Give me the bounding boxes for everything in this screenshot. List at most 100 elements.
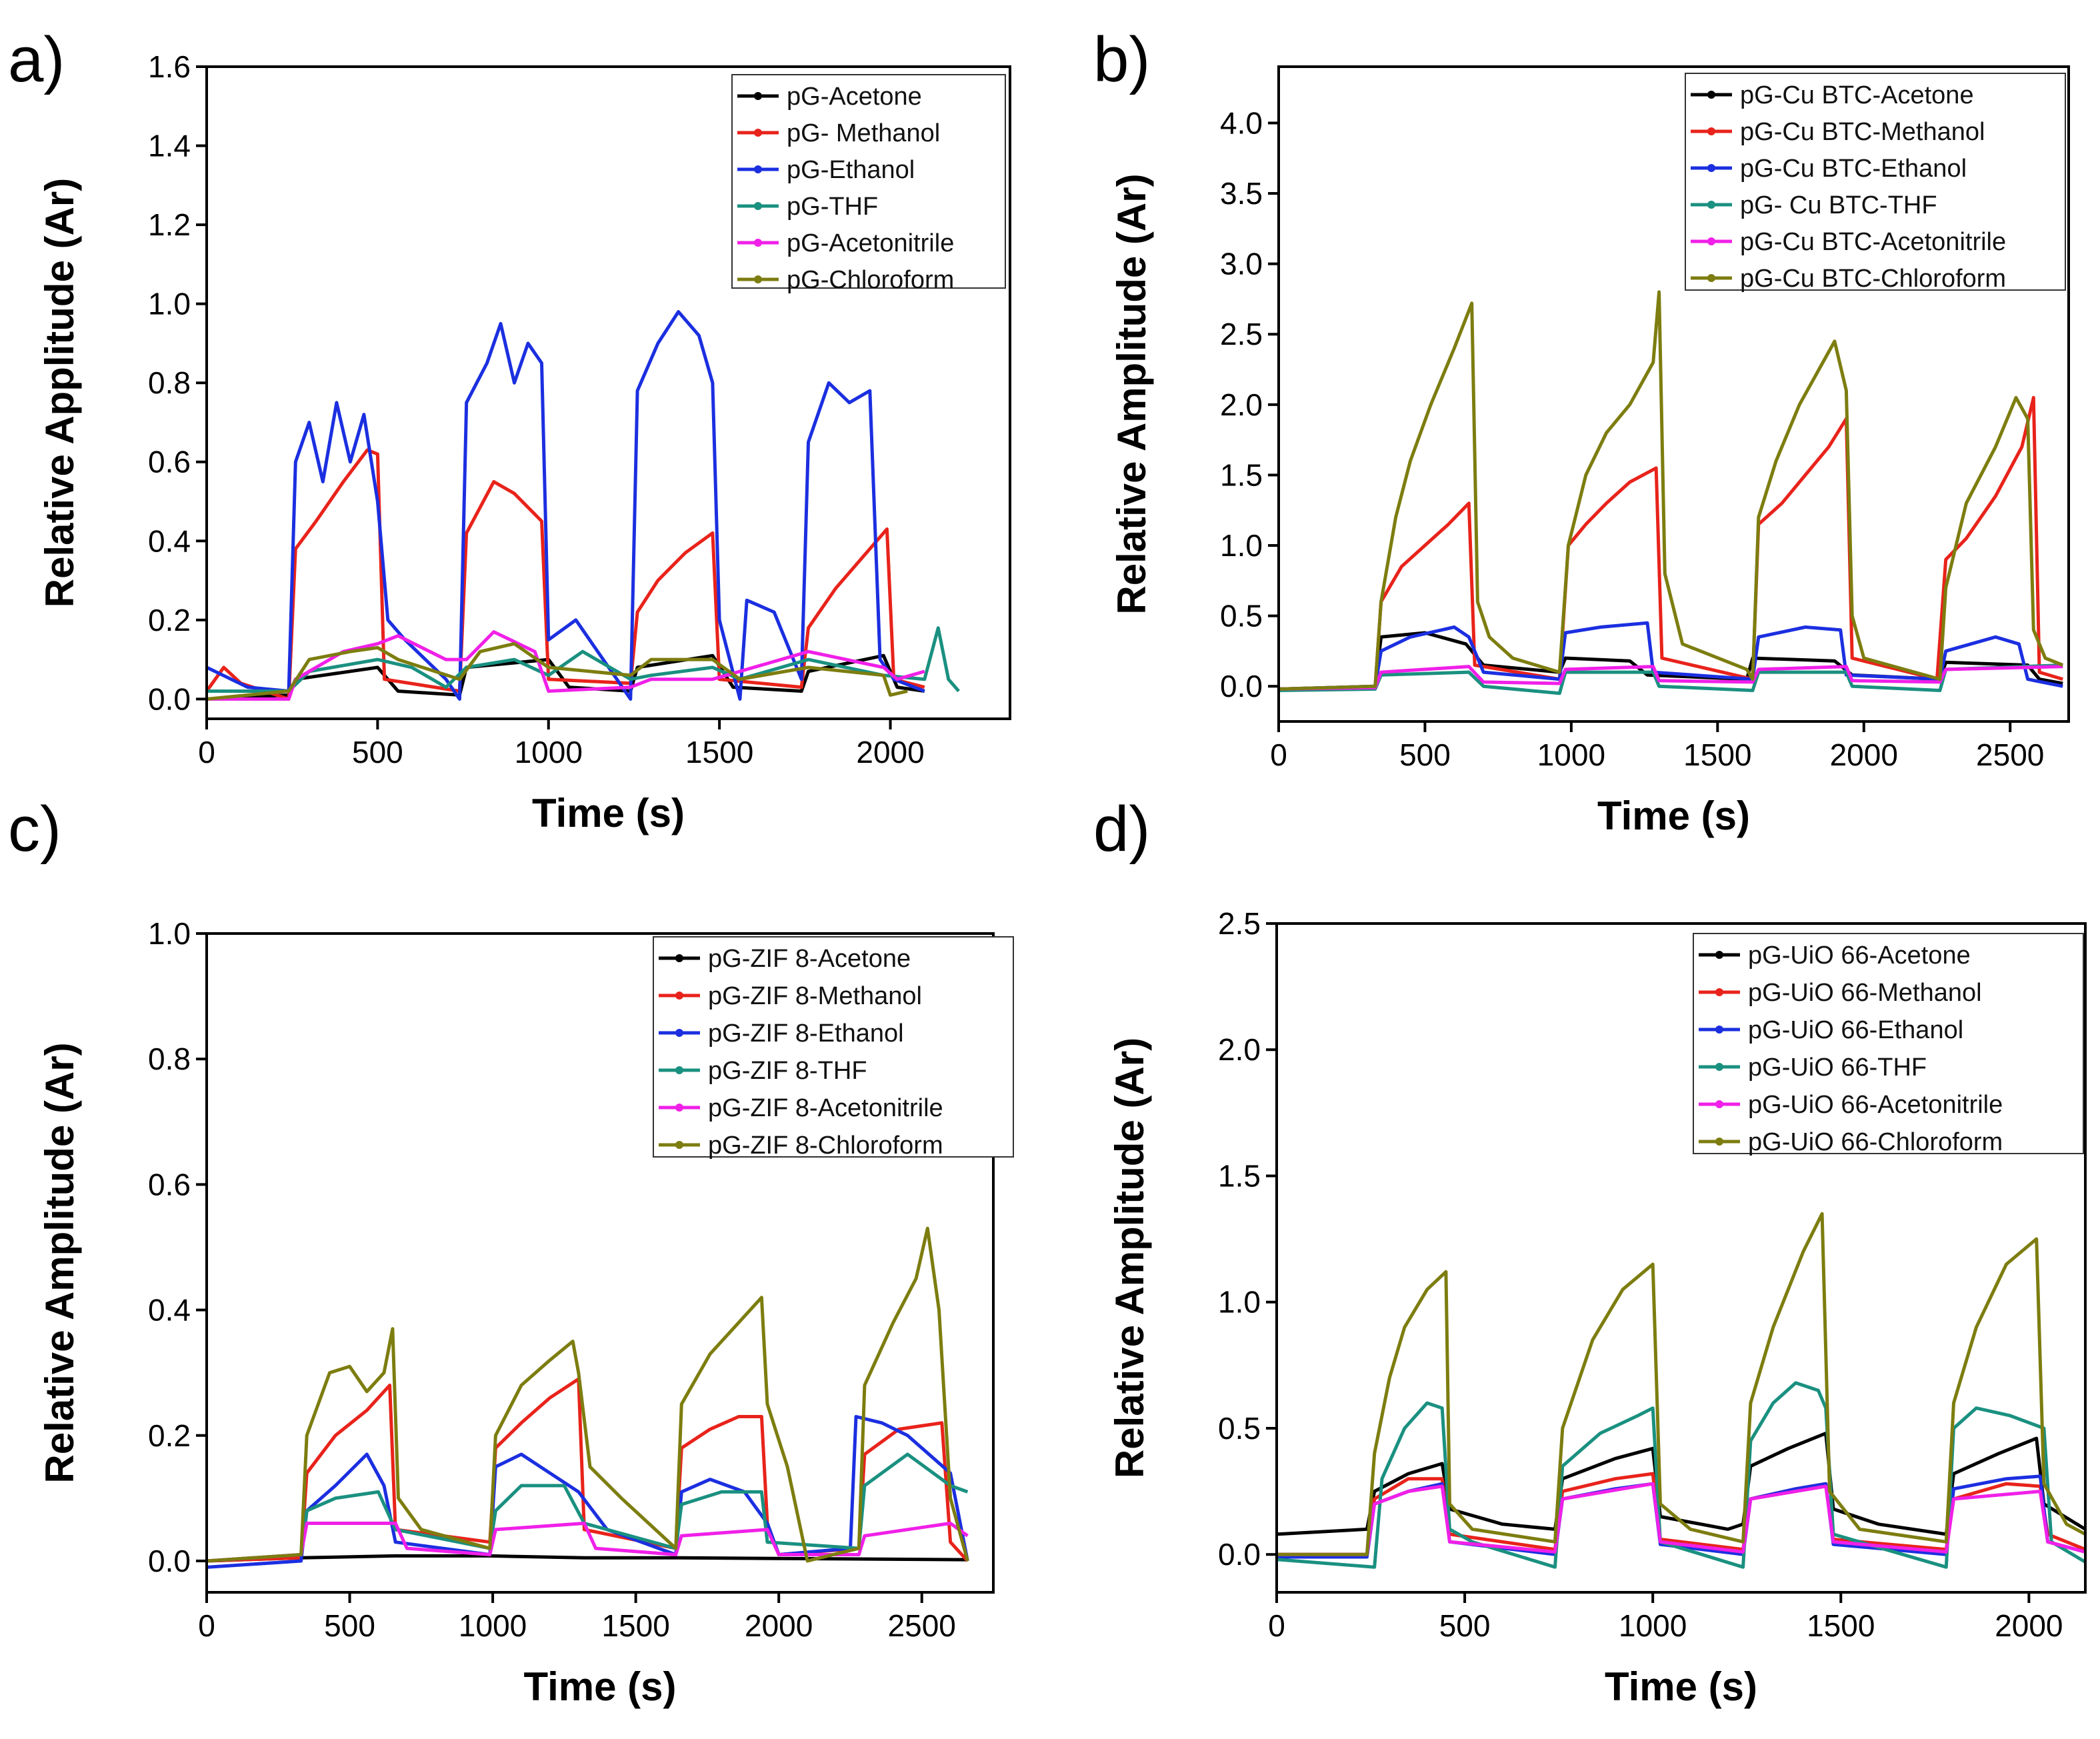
panel-label: a) [8, 24, 65, 95]
plot-frame [205, 65, 1011, 720]
legend-entry: pG-ZIF 8-Acetonitrile [708, 1094, 943, 1122]
y-tick-label: 0.2 [148, 603, 191, 637]
y-tick-label: 2.5 [1218, 906, 1261, 941]
series-line-6 [1279, 290, 2064, 691]
panel-label: b) [1093, 24, 1150, 95]
legend-marker [1707, 274, 1715, 282]
legend-marker [1715, 988, 1723, 996]
x-tick-label: 500 [324, 1608, 375, 1643]
legend-marker [754, 202, 762, 210]
y-tick-label: 1.4 [148, 129, 191, 163]
x-tick-label: 0 [198, 1608, 215, 1643]
x-tick-label: 1000 [1619, 1608, 1687, 1643]
legend-entry: pG-UiO 66-Acetone [1748, 942, 1971, 970]
legend-entry: pG-ZIF 8-Chloroform [708, 1132, 943, 1160]
series-line-2 [1277, 1472, 2085, 1556]
y-tick-label: 0.0 [148, 681, 191, 716]
series-line-3 [1279, 621, 2063, 691]
legend-marker [675, 1141, 683, 1149]
legend-marker [754, 165, 762, 173]
x-axis-title: Time (s) [532, 791, 685, 835]
legend-entry: pG-Cu BTC-Chloroform [1740, 265, 2006, 293]
legend-entry: pG-UiO 66-THF [1748, 1054, 1927, 1082]
legend-marker [1715, 1100, 1723, 1108]
legend-marker [675, 1066, 683, 1074]
chart-panel-4: d) 0 500 1000 1500 2000 0.0 0.5 1.0 1.5 2.0 2.5 Time… [1093, 793, 2087, 1709]
legend-entry: pG-Cu BTC-Ethanol [1740, 155, 1967, 183]
legend-box [1685, 73, 2066, 291]
x-tick-label: 1500 [1807, 1608, 1875, 1643]
series-line-1 [207, 1554, 968, 1563]
y-tick-label: 3.0 [1220, 247, 1263, 281]
y-tick-label: 0.8 [148, 365, 191, 400]
y-tick-label: 0.0 [1218, 1537, 1261, 1572]
legend-entry: pG-Acetone [787, 83, 922, 111]
y-tick-label: 0.5 [1218, 1411, 1261, 1446]
legend-marker [1715, 951, 1723, 959]
series-line-4 [1277, 1381, 2085, 1569]
y-tick-label: 3.5 [1220, 176, 1263, 211]
x-tick-label: 2000 [856, 735, 924, 769]
series-line-2 [1279, 395, 2063, 691]
plot-frame [1275, 922, 2087, 1594]
y-tick-label: 4.0 [1220, 105, 1263, 140]
legend-entry: pG-Cu BTC-Methanol [1740, 118, 1985, 146]
legend-entry: pG-ZIF 8-THF [708, 1057, 867, 1085]
plot-frame [205, 932, 995, 1594]
legend-entry: pG- Methanol [787, 119, 940, 147]
legend-marker [1715, 1138, 1723, 1146]
legend-marker [1707, 164, 1715, 172]
x-tick-label: 2000 [1995, 1608, 2063, 1643]
y-axis-title: Relative Amplitude (Ar) [1107, 1038, 1152, 1478]
y-tick-label: 2.5 [1220, 317, 1263, 351]
series-group [1277, 1212, 2085, 1569]
y-tick-label: 1.2 [148, 207, 191, 242]
y-tick-label: 1.0 [148, 287, 191, 321]
y-tick-label: 1.0 [1220, 528, 1263, 563]
legend-marker [1707, 127, 1715, 135]
x-tick-label: 2000 [745, 1608, 813, 1643]
legend-box [653, 936, 1014, 1158]
series-group [207, 310, 960, 701]
x-axis-title: Time (s) [1597, 793, 1750, 838]
legend-entry: pG-UiO 66-Methanol [1748, 979, 1982, 1007]
legend-entry: pG-ZIF 8-Ethanol [708, 1020, 904, 1048]
legend-entry: pG- Cu BTC-THF [1740, 191, 1937, 219]
legend-marker [675, 1029, 683, 1037]
legend-marker [1707, 237, 1715, 245]
x-tick-label: 1500 [685, 735, 753, 769]
y-tick-label: 0.0 [148, 1544, 191, 1578]
x-tick-label: 1500 [601, 1608, 669, 1643]
legend-box [731, 74, 1006, 289]
x-tick-label: 2500 [1976, 737, 2044, 772]
series-line-2 [207, 448, 925, 701]
y-tick-label: 1.0 [1218, 1285, 1261, 1320]
chart-panel-1: a) 0 500 1000 1500 2000 0.0 0.2 0.4 0.6 0.8 1.0 1.2 1… [8, 24, 1011, 835]
legend: pG-UiO 66-Acetone pG-UiO 66-Methanol pG-Ui… [1693, 933, 2084, 1156]
y-axis-title: Relative Applitude (Ar) [37, 178, 82, 608]
chart-panel-2: b) 0 500 1000 1500 2000 2500 0.0 0.5 1.0 1.5 2.0 2.5… [1093, 24, 2070, 838]
y-tick-label: 0.4 [148, 1293, 191, 1328]
series-line-4 [207, 626, 960, 693]
legend-entry: pG-THF [787, 193, 878, 221]
legend-entry: pG-Cu BTC-Acetonitrile [1740, 228, 2006, 256]
x-tick-label: 1500 [1683, 737, 1751, 772]
series-line-4 [1279, 663, 2063, 695]
y-axis-title: Relative Amplitude (Ar) [1109, 173, 1154, 614]
series-line-6 [1277, 1212, 2085, 1556]
y-tick-label: 0.0 [1220, 669, 1263, 703]
legend-marker [754, 239, 762, 247]
legend-marker [1707, 91, 1715, 99]
y-axis-title: Relative Amplitude (Ar) [37, 1042, 82, 1483]
y-tick-label: 0.6 [148, 445, 191, 479]
y-tick-label: 0.8 [148, 1042, 191, 1076]
legend-entry: pG-Chloroform [787, 266, 954, 294]
panel-label: d) [1093, 793, 1150, 865]
series-line-5 [207, 1522, 969, 1563]
plot-frame [1277, 65, 2070, 723]
legend-marker [675, 954, 683, 962]
x-tick-label: 0 [1270, 737, 1287, 772]
x-tick-label: 0 [1268, 1608, 1285, 1643]
legend-marker [754, 129, 762, 137]
